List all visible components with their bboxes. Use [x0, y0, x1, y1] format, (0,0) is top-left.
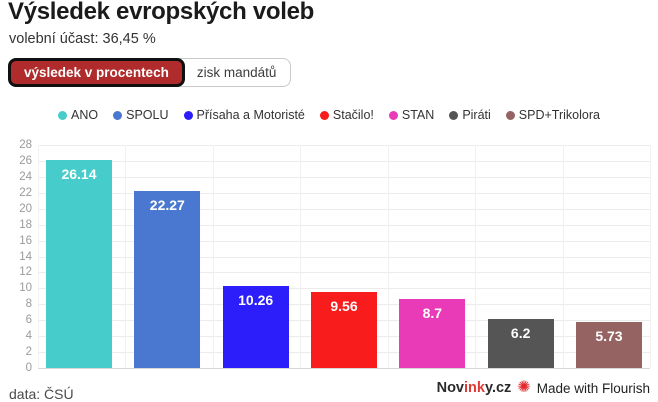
legend-item-spd-trikolora[interactable]: SPD+Trikolora: [505, 108, 600, 122]
y-tick-label: 28: [19, 139, 32, 151]
legend-label: Přísaha a Motoristé: [196, 108, 305, 122]
legend-dot-icon: [319, 110, 329, 120]
page-title: Výsledek evropských voleb: [8, 0, 315, 25]
bar-value-label: 9.56: [330, 297, 358, 314]
legend-item-stan[interactable]: STAN: [388, 108, 435, 122]
bar-pir-ti[interactable]: 6.2: [487, 318, 554, 368]
legend-label: SPD+Trikolora: [518, 108, 600, 122]
y-tick-label: 0: [25, 362, 32, 374]
bar-value-label: 5.73: [595, 328, 623, 345]
bar-chart-plot: 26.14 22.27 10.26 9.56 8.7 6.2 5.73: [38, 145, 651, 369]
gridline: [38, 208, 650, 210]
gridline: [38, 272, 650, 274]
legend-label: SPOLU: [126, 108, 169, 122]
vertical-gridline: [562, 145, 564, 368]
bar-spolu[interactable]: 22.27: [134, 190, 201, 368]
made-with-flourish-link[interactable]: Made with Flourish: [536, 380, 650, 396]
gridline: [38, 224, 650, 226]
legend-dot-icon: [388, 110, 398, 120]
vertical-gridline: [300, 145, 302, 368]
y-tick-label: 10: [19, 282, 32, 295]
legend-label: Stačilo!: [332, 108, 374, 122]
legend-label: ANO: [71, 108, 99, 122]
y-tick-label: 12: [19, 266, 32, 279]
y-tick-label: 4: [25, 330, 32, 343]
y-tick-label: 26: [19, 154, 32, 167]
y-tick-label: 20: [19, 202, 32, 215]
legend-dot-icon: [449, 110, 459, 120]
legend-dot-icon: [183, 110, 193, 120]
legend-item-pir-ti[interactable]: Piráti: [449, 108, 491, 122]
legend-label: Piráti: [462, 108, 491, 122]
gridline: [38, 160, 650, 162]
gridline: [38, 288, 650, 290]
y-tick-label: 24: [19, 170, 32, 183]
bar-p-saha-a-motorist[interactable]: 10.26: [222, 286, 289, 368]
gridline: [38, 176, 650, 178]
vertical-gridline: [387, 145, 389, 368]
bar-stan[interactable]: 8.7: [399, 298, 466, 368]
vertical-gridline: [475, 145, 477, 368]
y-tick-label: 22: [19, 186, 32, 199]
bar-value-label: 22.27: [149, 196, 185, 213]
bars-container: 26.14 22.27 10.26 9.56 8.7 6.2 5.73: [46, 145, 642, 368]
legend-item-spolu[interactable]: SPOLU: [113, 108, 169, 122]
y-tick-label: 6: [25, 314, 32, 327]
footer-branding: Novinky.cz ✺ Made with Flourish: [436, 379, 650, 397]
legend-dot-icon: [505, 110, 515, 120]
legend-item-sta-ilo[interactable]: Stačilo!: [319, 108, 374, 122]
turnout-subtitle: volební účast: 36,45 %: [9, 31, 156, 47]
tab-mandates[interactable]: zisk mandátů: [177, 58, 292, 87]
bar-value-label: 26.14: [61, 165, 97, 182]
gridline: [38, 368, 650, 369]
novinky-logo[interactable]: Novinky.cz: [436, 380, 512, 396]
y-tick-label: 8: [25, 298, 32, 311]
vertical-gridline: [650, 145, 651, 368]
legend-dot-icon: [113, 110, 123, 120]
chart-legend: ANO SPOLU Přísaha a Motoristé Stačilo! STAN P…: [0, 108, 658, 122]
bar-value-label: 6.2: [510, 324, 531, 341]
vertical-gridline: [212, 145, 214, 368]
legend-item-p-saha-a-motorist[interactable]: Přísaha a Motoristé: [183, 108, 305, 122]
flourish-starburst-icon: ✺: [517, 379, 531, 396]
bar-value-label: 8.7: [422, 304, 443, 321]
legend-item-ano[interactable]: ANO: [58, 108, 98, 122]
view-toggle: výsledek v procentech zisk mandátů: [8, 58, 292, 87]
y-tick-label: 14: [19, 250, 32, 263]
tab-percent-results[interactable]: výsledek v procentech: [8, 58, 185, 87]
y-tick-label: 18: [19, 218, 32, 231]
y-tick-label: 16: [19, 234, 32, 247]
gridline: [38, 145, 650, 146]
data-source-note: data: ČSÚ: [9, 386, 74, 402]
legend-dot-icon: [58, 110, 68, 120]
vertical-gridline: [38, 145, 39, 368]
gridline: [38, 240, 650, 242]
bar-spd-trikolora[interactable]: 5.73: [575, 322, 642, 368]
bar-value-label: 10.26: [238, 292, 274, 309]
y-tick-label: 2: [25, 346, 32, 359]
bar-sta-ilo[interactable]: 9.56: [310, 291, 377, 368]
bar-ano[interactable]: 26.14: [46, 159, 112, 368]
legend-label: STAN: [401, 108, 435, 122]
vertical-gridline: [125, 145, 127, 368]
gridline: [38, 256, 650, 258]
gridline: [38, 192, 650, 194]
